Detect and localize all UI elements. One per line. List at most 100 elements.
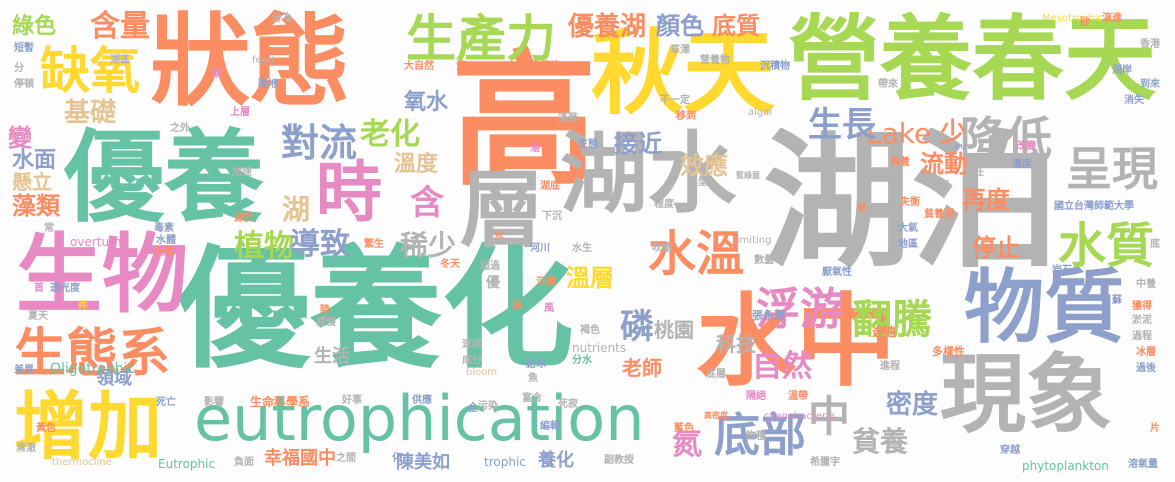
word-content: 含量 <box>90 9 150 44</box>
word-responsibility: 責任 <box>964 167 984 178</box>
word-lake-en: Lake <box>866 117 932 150</box>
word-life: 生活 <box>314 346 350 367</box>
word-arrive: 到來 <box>1140 79 1160 90</box>
word-move-to: 移到 <box>676 111 696 122</box>
word-trophic-en: trophic <box>484 455 526 469</box>
word-middle: 中 <box>808 392 851 441</box>
word-bloom-en: bloom <box>466 367 498 378</box>
word-in-water: 水中 <box>696 283 896 400</box>
word-state: 狀態 <box>150 3 350 120</box>
word-increase: 增加 <box>14 384 162 470</box>
word-mesotrophic-zh: 中養 <box>1136 279 1156 290</box>
word-clear: 清澈 <box>16 443 36 454</box>
word-feed-en: feed <box>252 55 275 66</box>
word-lake: 湖泊 <box>763 116 1059 288</box>
word-teacher: 老師 <box>622 356 662 380</box>
word-name-zhang: 張永達 <box>752 309 785 322</box>
word-color: 顏色 <box>656 12 704 40</box>
word-degree: 程度 <box>654 199 674 210</box>
word-zhan: 湛 <box>530 143 540 154</box>
word-excellent: 優 <box>486 275 500 291</box>
word-deposit: 沉積 <box>536 277 556 288</box>
word-overturn-zh: 翻騰 <box>852 297 932 343</box>
word-eutrophication-en: eutrophication <box>194 382 645 455</box>
word-life-science: 生命科學系 <box>250 395 311 409</box>
word-after: 過後 <box>1136 363 1156 374</box>
word-algal-bloom: 藻華 <box>558 113 578 124</box>
word-item: 件 <box>78 301 88 312</box>
word-change: 變 <box>8 124 32 152</box>
word-eutrophic-en: Eutrophic <box>158 457 216 471</box>
word-lakeshore: 湖岸 <box>1112 65 1132 76</box>
word-bottom-layer: 底層 <box>706 369 726 380</box>
word-su: 蘇 <box>1112 295 1122 306</box>
word-seasonal: 季節性 <box>530 61 560 72</box>
word-deep: 深 <box>856 203 866 214</box>
word-high: 高 <box>451 36 597 206</box>
word-less: 少 <box>940 118 967 148</box>
word-disappear: 消失 <box>1124 95 1144 106</box>
word-fish: 魚 <box>528 373 538 384</box>
word-organism: 生物 <box>16 225 188 325</box>
word-divide: 分為 <box>272 13 292 24</box>
word-temperate: 溫帶 <box>788 391 808 402</box>
word-eutrophication-zh: 優養化 <box>178 233 574 387</box>
word-brief: 短暫 <box>14 43 34 54</box>
word-atmosphere: 大氣 <box>898 223 918 234</box>
word-first: 首 <box>34 283 44 294</box>
word-nutrients-en: nutrients <box>572 341 627 355</box>
word-diversity: 多樣性 <box>932 345 965 358</box>
word-high-nutrient: 高養 <box>890 157 910 168</box>
word-bottom: 底部 <box>714 408 806 462</box>
word-quantity: 數量 <box>754 255 774 266</box>
word-again: 再度 <box>962 186 1010 214</box>
word-limiting-en: limiting <box>734 235 772 246</box>
word-great-nature: 大自然 <box>404 61 434 72</box>
word-ice-layer: 冰層 <box>1136 347 1156 358</box>
word-high-density: 高密度 <box>704 411 728 420</box>
word-winter: 冬天 <box>440 259 460 270</box>
word-watershed: 分水 <box>572 355 592 366</box>
word-thermocline-en: thermocline <box>52 457 112 468</box>
word-stop: 停止 <box>972 234 1020 262</box>
word-land: 陸地 <box>258 79 278 90</box>
word-green: 綠色 <box>12 14 57 39</box>
word-slow: 緩慢 <box>316 317 336 328</box>
word-component: 成分 <box>462 355 482 366</box>
word-toxin: 毒素 <box>154 223 174 234</box>
word-impact: 影響 <box>204 397 224 408</box>
word-accelerate: 加速 <box>232 167 252 178</box>
word-eutrophic-lake: 優養湖 <box>568 12 647 42</box>
word-isolate: 隔絕 <box>746 391 766 402</box>
word-good-thing: 好事 <box>342 395 362 406</box>
word-aging: 老化 <box>360 117 420 152</box>
word-approach: 接近 <box>614 130 662 158</box>
word-base: 底 <box>1150 239 1160 250</box>
word-overturn-en: overturn <box>70 235 122 249</box>
word-evolve: 演進 <box>1102 13 1122 24</box>
word-flow: 流動 <box>920 150 968 178</box>
word-aquatic: 水生 <box>572 243 592 254</box>
word-ize: 化 <box>392 453 402 464</box>
word-temperature: 溫度 <box>394 152 439 177</box>
word-phenomenon: 現象 <box>940 345 1112 445</box>
word-uncertain: 不一定 <box>660 95 690 106</box>
word-mesotrophic-en: Mesotrophic <box>1042 13 1104 24</box>
word-domain: 領域 <box>96 368 132 389</box>
word-progress: 進程 <box>880 361 900 372</box>
word-chen-char: 沉 <box>456 61 466 72</box>
word-region: 地區 <box>898 239 918 250</box>
word-marsh: 草澤 <box>670 45 690 56</box>
word-autumn: 秋天 <box>591 20 776 127</box>
word-convection: 對流 <box>281 121 358 165</box>
word-typical: 典型 <box>688 177 708 188</box>
word-summer: 夏天 <box>28 311 48 322</box>
word-bring: 帶來 <box>878 79 898 90</box>
word-speed: 速度 <box>462 339 482 350</box>
word-yellow: 黃色 <box>36 423 56 434</box>
word-plant: 植物 <box>234 229 294 264</box>
word-supply: 供應 <box>412 395 432 406</box>
word-pollution: 污染 <box>478 401 498 412</box>
word-water-quality: 水質 <box>1058 218 1155 274</box>
